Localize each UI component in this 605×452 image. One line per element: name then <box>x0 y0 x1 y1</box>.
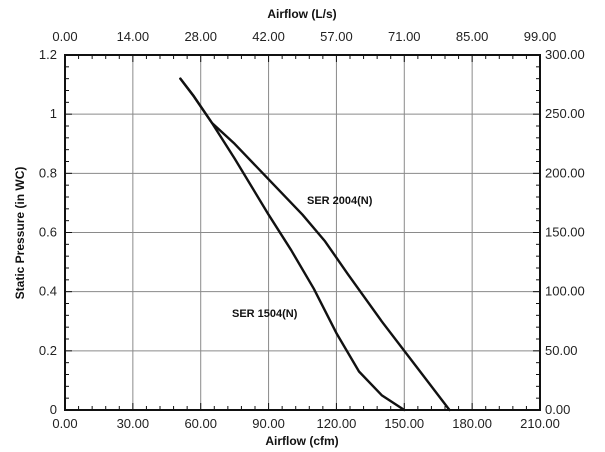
x-tick-label-top: 0.00 <box>52 29 77 44</box>
series-lines <box>179 77 451 412</box>
y-tick-label-right: 50.00 <box>545 343 578 358</box>
plot-frame <box>64 54 541 411</box>
x-tick-label-bottom: 90.00 <box>252 416 285 431</box>
y-tick-label-left: 0.2 <box>39 343 57 358</box>
x-tick-label-top: 14.00 <box>117 29 150 44</box>
tick-labels: 0.00 30.00 60.00 90.00 120.00 150.00 180.00 210… <box>39 29 585 431</box>
y-tick-label-left: 0.6 <box>39 225 57 240</box>
y-tick-label-left: 1.2 <box>39 47 57 62</box>
y-tick-label-right: 0.00 <box>545 402 570 417</box>
y-tick-label-right: 300.00 <box>545 47 585 62</box>
y-tick-label-left: 1 <box>50 106 57 121</box>
y-tick-label-left: 0 <box>50 402 57 417</box>
x-axis-title-top: Airflow (L/s) <box>267 7 336 21</box>
x-axis-title-bottom: Airflow (cfm) <box>265 434 338 448</box>
x-tick-label-bottom: 180.00 <box>452 416 492 431</box>
series-line-ser-1504 <box>179 77 406 412</box>
y-axis-title-left: Static Pressure (in WC) <box>13 167 27 300</box>
x-tick-label-bottom: 30.00 <box>117 416 150 431</box>
y-tick-label-right: 150.00 <box>545 225 585 240</box>
y-tick-label-right: 100.00 <box>545 284 585 299</box>
x-tick-label-top: 71.00 <box>388 29 421 44</box>
series-line-ser-2004 <box>179 77 451 412</box>
x-tick-label-top: 85.00 <box>456 29 489 44</box>
x-tick-label-top: 57.00 <box>320 29 353 44</box>
y-tick-label-right: 250.00 <box>545 106 585 121</box>
y-tick-label-right: 200.00 <box>545 165 585 180</box>
y-tick-label-left: 0.8 <box>39 165 57 180</box>
x-tick-label-bottom: 150.00 <box>384 416 424 431</box>
series-label-ser-1504: SER 1504(N) <box>232 308 298 320</box>
x-tick-label-bottom: 0.00 <box>52 416 77 431</box>
x-tick-label-bottom: 60.00 <box>184 416 217 431</box>
x-tick-label-top: 42.00 <box>252 29 285 44</box>
grid <box>65 55 540 410</box>
x-tick-label-bottom: 210.00 <box>520 416 560 431</box>
series-label-ser-2004: SER 2004(N) <box>307 195 373 207</box>
y-tick-label-left: 0.4 <box>39 284 57 299</box>
x-tick-label-bottom: 120.00 <box>317 416 357 431</box>
x-tick-label-top: 99.00 <box>524 29 557 44</box>
x-tick-label-top: 28.00 <box>184 29 217 44</box>
